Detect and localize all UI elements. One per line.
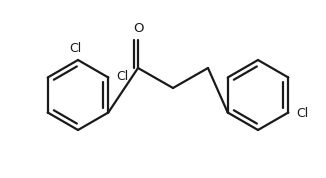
Text: Cl: Cl	[296, 107, 308, 120]
Text: Cl: Cl	[116, 70, 128, 83]
Text: Cl: Cl	[69, 41, 81, 54]
Text: O: O	[133, 22, 143, 35]
